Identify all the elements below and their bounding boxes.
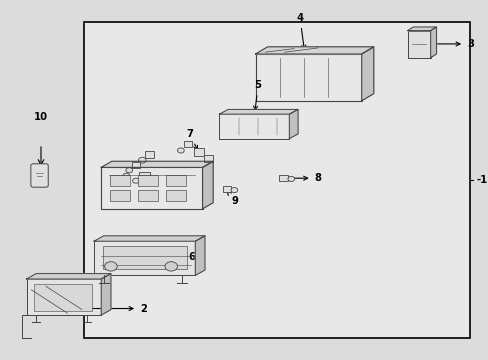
Bar	[94, 241, 195, 275]
Bar	[84, 22, 469, 338]
Polygon shape	[101, 274, 111, 315]
Polygon shape	[289, 109, 298, 139]
Polygon shape	[255, 47, 373, 54]
Circle shape	[125, 168, 132, 173]
FancyBboxPatch shape	[31, 164, 48, 187]
Circle shape	[164, 262, 177, 271]
Circle shape	[104, 262, 117, 271]
Circle shape	[177, 148, 184, 153]
Bar	[407, 31, 430, 58]
Polygon shape	[202, 161, 213, 209]
Bar	[110, 175, 130, 186]
Bar	[255, 54, 361, 101]
Polygon shape	[219, 109, 298, 114]
Bar	[110, 190, 130, 201]
Bar	[204, 155, 213, 162]
Text: 2: 2	[87, 303, 146, 314]
Circle shape	[287, 176, 294, 181]
Bar	[138, 190, 158, 201]
Polygon shape	[407, 27, 436, 31]
Polygon shape	[430, 27, 436, 58]
Polygon shape	[361, 47, 373, 101]
Text: 6: 6	[171, 252, 195, 262]
Polygon shape	[195, 236, 204, 275]
Bar	[193, 148, 204, 156]
Circle shape	[132, 178, 139, 183]
Text: -1: -1	[475, 175, 487, 185]
Polygon shape	[94, 236, 204, 241]
Text: 10: 10	[34, 112, 48, 122]
Circle shape	[138, 157, 146, 163]
Bar	[165, 190, 186, 201]
Text: 9: 9	[227, 191, 238, 207]
Bar	[102, 246, 186, 269]
Bar	[138, 175, 158, 186]
Bar	[222, 186, 230, 192]
Bar	[219, 114, 289, 139]
Bar	[139, 172, 150, 180]
Bar	[183, 141, 192, 147]
Text: 5: 5	[253, 80, 261, 110]
Circle shape	[123, 173, 129, 178]
Text: 3: 3	[435, 39, 473, 49]
Bar	[26, 279, 101, 315]
Bar	[132, 162, 140, 168]
Text: 8: 8	[286, 173, 321, 183]
Bar	[101, 167, 202, 209]
Bar	[144, 151, 154, 158]
Polygon shape	[101, 161, 213, 167]
Bar	[279, 175, 287, 181]
Text: 4: 4	[296, 13, 305, 49]
Bar	[34, 284, 91, 311]
Text: 7: 7	[186, 129, 197, 150]
Polygon shape	[26, 274, 111, 279]
Bar	[165, 175, 186, 186]
Circle shape	[230, 188, 237, 193]
